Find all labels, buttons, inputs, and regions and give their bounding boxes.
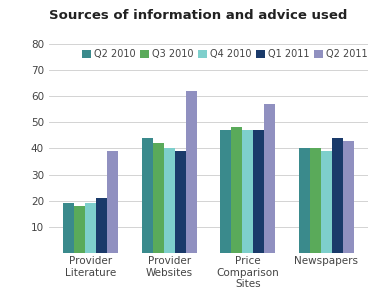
Bar [186,91,197,253]
Bar [299,148,310,253]
Bar [220,130,232,253]
Bar [142,138,153,253]
Bar [164,148,175,253]
Bar [343,141,354,253]
Bar [153,143,164,253]
Bar [232,127,243,253]
Bar [321,151,332,253]
Bar [64,203,74,253]
Bar [74,206,85,253]
Bar [332,138,343,253]
Bar [175,151,186,253]
Bar [264,104,276,253]
Text: Sources of information and advice used: Sources of information and advice used [49,9,347,22]
Bar [310,148,321,253]
Bar [243,130,253,253]
Legend: Q2 2010, Q3 2010, Q4 2010, Q1 2011, Q2 2011: Q2 2010, Q3 2010, Q4 2010, Q1 2011, Q2 2… [81,49,368,61]
Bar [253,130,264,253]
Bar [85,203,96,253]
Bar [96,198,108,253]
Bar [108,151,118,253]
